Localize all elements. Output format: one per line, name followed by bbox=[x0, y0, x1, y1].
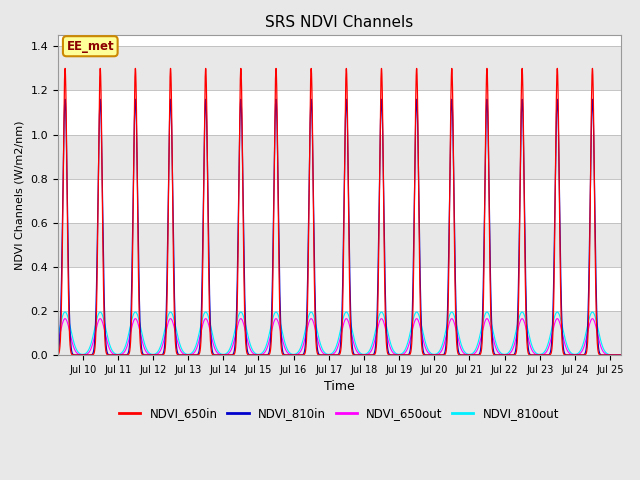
NDVI_650out bbox=[83, 351, 90, 357]
Line: NDVI_650out: NDVI_650out bbox=[58, 319, 621, 355]
NDVI_650out bbox=[471, 350, 479, 356]
NDVI_810in bbox=[258, 352, 266, 358]
NDVI_810in bbox=[617, 352, 625, 358]
NDVI_650in bbox=[412, 112, 419, 118]
Bar bbox=[58, 134, 621, 179]
NDVI_650in bbox=[54, 352, 62, 358]
NDVI_810out bbox=[471, 348, 479, 353]
NDVI_650in bbox=[501, 352, 509, 358]
NDVI_810out bbox=[617, 352, 625, 358]
NDVI_810in bbox=[471, 352, 479, 358]
NDVI_810out bbox=[412, 310, 419, 316]
NDVI_810out bbox=[501, 351, 509, 357]
NDVI_810in bbox=[387, 352, 395, 358]
NDVI_810out bbox=[83, 350, 90, 356]
NDVI_810in bbox=[83, 352, 90, 358]
NDVI_650out bbox=[258, 351, 266, 357]
NDVI_810out bbox=[61, 309, 69, 315]
Title: SRS NDVI Channels: SRS NDVI Channels bbox=[265, 15, 413, 30]
NDVI_650out bbox=[501, 352, 509, 358]
NDVI_650in bbox=[258, 352, 266, 358]
Line: NDVI_810in: NDVI_810in bbox=[58, 99, 621, 355]
NDVI_810out bbox=[258, 350, 266, 356]
NDVI_650in bbox=[83, 352, 90, 358]
NDVI_810in bbox=[501, 352, 509, 358]
NDVI_810in bbox=[61, 96, 69, 102]
NDVI_810out bbox=[387, 342, 395, 348]
X-axis label: Time: Time bbox=[324, 380, 355, 393]
Bar bbox=[58, 47, 621, 90]
NDVI_650out bbox=[617, 352, 625, 358]
NDVI_650in bbox=[617, 352, 625, 358]
NDVI_650out bbox=[61, 316, 69, 322]
NDVI_650in bbox=[471, 352, 479, 358]
Legend: NDVI_650in, NDVI_810in, NDVI_650out, NDVI_810out: NDVI_650in, NDVI_810in, NDVI_650out, NDV… bbox=[115, 402, 564, 425]
NDVI_810out bbox=[54, 333, 62, 338]
NDVI_650out bbox=[412, 317, 419, 323]
Line: NDVI_810out: NDVI_810out bbox=[58, 312, 621, 355]
NDVI_810in bbox=[54, 350, 62, 356]
NDVI_810in bbox=[412, 127, 419, 132]
NDVI_650out bbox=[387, 347, 395, 352]
Bar bbox=[58, 223, 621, 267]
Bar bbox=[58, 311, 621, 355]
Text: EE_met: EE_met bbox=[67, 40, 114, 53]
NDVI_650in bbox=[61, 66, 69, 72]
Line: NDVI_650in: NDVI_650in bbox=[58, 69, 621, 355]
NDVI_650in bbox=[387, 352, 395, 358]
Y-axis label: NDVI Channels (W/m2/nm): NDVI Channels (W/m2/nm) bbox=[15, 120, 25, 270]
NDVI_650out bbox=[54, 339, 62, 345]
